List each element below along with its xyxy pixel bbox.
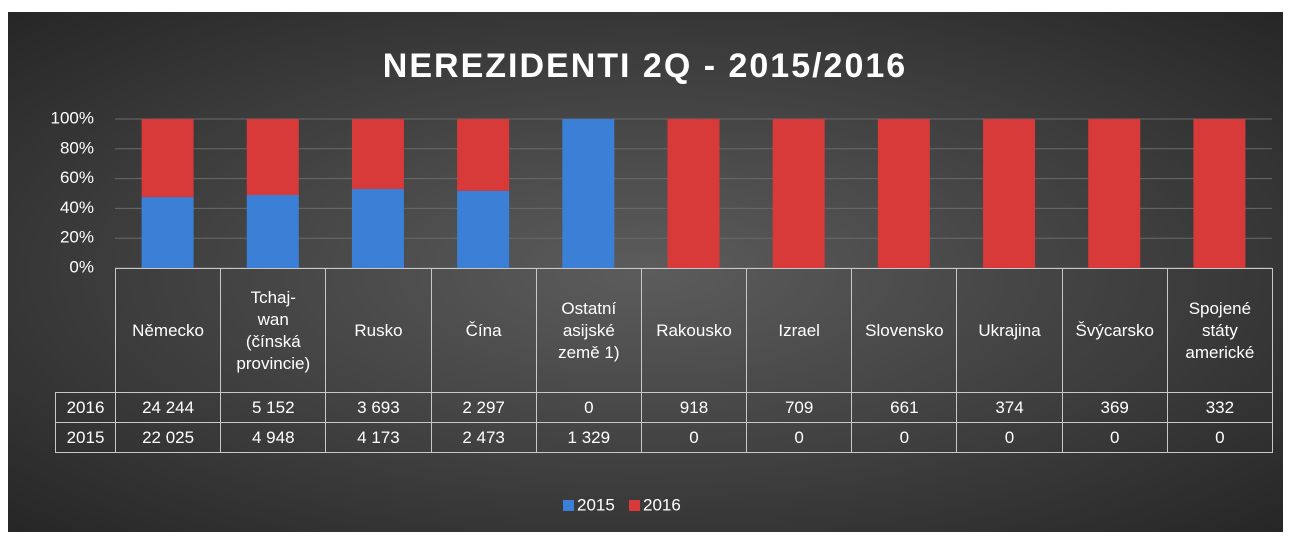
table-value: 3 693 <box>325 392 432 423</box>
bar <box>246 119 299 196</box>
legend-label: 2016 <box>643 495 681 514</box>
table-value: 0 <box>1166 422 1273 453</box>
row-header: 2015 <box>55 422 116 453</box>
table-value: 24 244 <box>115 392 222 423</box>
category-label: Ostatní asijské země 1) <box>535 268 642 393</box>
table-value: 709 <box>746 392 853 423</box>
table-value: 0 <box>956 422 1063 453</box>
table-value: 332 <box>1166 392 1273 423</box>
bar <box>457 119 510 191</box>
bar <box>1193 119 1246 268</box>
table-value: 4 948 <box>220 422 327 453</box>
category-label: Slovensko <box>851 268 958 393</box>
bar <box>1088 119 1141 268</box>
table-value: 918 <box>640 392 748 423</box>
table-value: 1 329 <box>535 422 642 453</box>
table-value: 2 473 <box>430 422 537 453</box>
table-value: 0 <box>851 422 958 453</box>
table-value: 4 173 <box>325 422 432 453</box>
category-label: Rusko <box>325 268 432 393</box>
bar <box>351 188 404 268</box>
row-header: 2016 <box>55 392 116 423</box>
category-label: Švýcarsko <box>1061 268 1168 393</box>
category-label: Ukrajina <box>956 268 1063 393</box>
bar <box>772 119 825 268</box>
bar <box>983 119 1036 268</box>
bar <box>141 119 194 198</box>
table-value: 5 152 <box>220 392 327 423</box>
category-label: Čína <box>430 268 537 393</box>
table-value: 0 <box>1061 422 1168 453</box>
table-value: 369 <box>1061 392 1168 423</box>
y-tick-label: 100% <box>51 108 94 127</box>
bar <box>667 119 720 268</box>
chart-title: NEREZIDENTI 2Q - 2015/2016 <box>383 47 907 85</box>
chart-svg: NEREZIDENTI 2Q - 2015/2016 0% 20% 40% 60% 80… <box>51 47 1272 514</box>
y-tick-label: 40% <box>60 198 94 217</box>
table-value: 374 <box>956 392 1063 423</box>
y-tick-label: 80% <box>60 138 94 157</box>
category-label: Německo <box>115 268 222 393</box>
y-tick-label: 0% <box>69 257 94 276</box>
category-label: Izrael <box>746 268 853 393</box>
category-label: Spojené státy americké <box>1166 268 1273 393</box>
table-value: 22 025 <box>115 422 222 453</box>
bar <box>562 119 615 268</box>
y-tick-label: 20% <box>60 228 94 247</box>
bar <box>351 119 404 189</box>
bar <box>246 195 299 268</box>
chart: NEREZIDENTI 2Q - 2015/2016 0% 20% 40% 60% 80… <box>8 12 1283 532</box>
bar <box>141 197 194 268</box>
y-tick-label: 60% <box>60 168 94 187</box>
table-value: 0 <box>535 392 642 423</box>
table-value: 661 <box>851 392 958 423</box>
table-value: 2 297 <box>430 392 537 423</box>
bar <box>877 119 930 268</box>
category-label: Tchaj- wan (čínská provincie) <box>220 268 327 393</box>
legend-swatch <box>629 500 640 511</box>
table-value: 0 <box>746 422 853 453</box>
legend-label: 2015 <box>577 495 615 514</box>
category-label: Rakousko <box>640 268 748 393</box>
table-value: 0 <box>640 422 748 453</box>
bar <box>457 190 510 268</box>
legend-swatch <box>563 500 574 511</box>
